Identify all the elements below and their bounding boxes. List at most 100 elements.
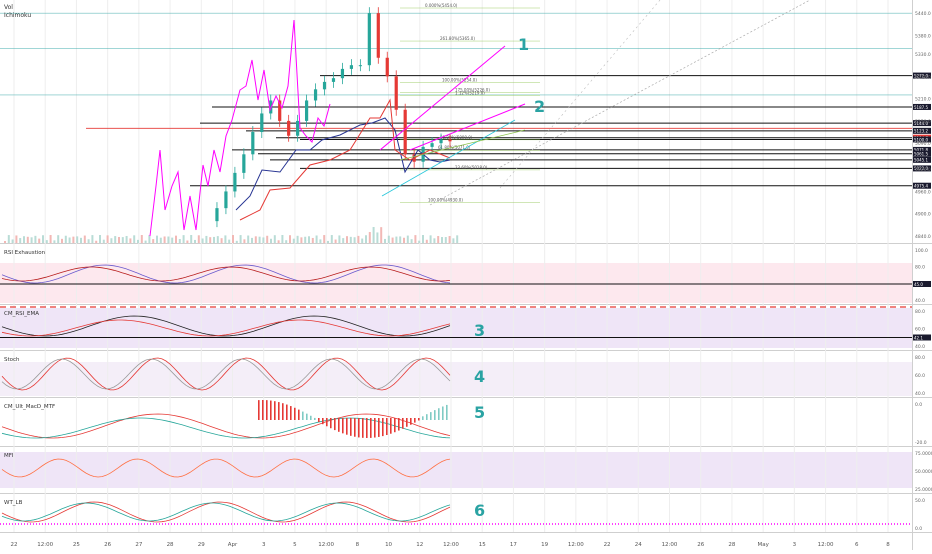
volume-bar xyxy=(391,237,394,243)
volume-bar xyxy=(410,239,413,243)
volume-bar xyxy=(376,232,379,243)
price-level-tag xyxy=(913,72,931,79)
volume-bar xyxy=(353,237,356,243)
volume-bar xyxy=(433,238,436,243)
y-axis: 5440.0 5380.0 5330.0 5270.0 5210.0 5150.0 5090… xyxy=(915,11,931,240)
volume-bar xyxy=(273,235,276,243)
volume-bar xyxy=(68,237,71,243)
volume-bar xyxy=(7,235,10,243)
volume-bar xyxy=(254,236,257,243)
x-tick-label: 24 xyxy=(635,542,642,548)
macd-histogram-bar xyxy=(318,418,320,423)
candle-body xyxy=(260,113,264,133)
price-level-label: 5100.0 xyxy=(914,137,928,142)
volume-bar xyxy=(422,235,424,243)
candle-body xyxy=(349,65,354,69)
pane-title: RSI Exhaustion xyxy=(4,250,46,256)
trend-projection xyxy=(499,0,661,189)
x-tick-label: 19 xyxy=(541,542,548,548)
fib-levels: 0.000%(5454.0) 261.80%(5365.0) 100.00%(525… xyxy=(400,3,540,203)
candle-body xyxy=(430,143,434,147)
macd-histogram-bar xyxy=(342,418,344,434)
macd-histogram-bar xyxy=(306,413,308,420)
volume-bar xyxy=(334,239,337,243)
price-level-label: 4975.4 xyxy=(914,184,928,189)
volume-bar xyxy=(342,238,345,243)
volume-bar xyxy=(361,238,364,243)
volume-bar xyxy=(330,235,333,243)
volume-bar xyxy=(384,238,386,243)
volume-bar xyxy=(258,236,261,243)
volume-bar xyxy=(178,239,181,243)
y-tick-label: 5330.0 xyxy=(915,52,931,58)
price-level-label: 5187.5 xyxy=(914,105,928,110)
y-tick-label: 5210.0 xyxy=(915,97,931,103)
y-tick-label: 5090.0 xyxy=(915,141,931,147)
macd-histogram-bar xyxy=(446,404,448,420)
pane-last-value: 45.0 xyxy=(914,282,923,287)
y-tick-label: 4960.0 xyxy=(915,189,931,195)
x-tick-label: 27 xyxy=(135,542,142,548)
macd-histogram-bar xyxy=(290,406,292,420)
volume-bar xyxy=(83,235,86,243)
fib-label: 1.12%(5219.0) xyxy=(455,90,485,95)
volume-bar xyxy=(372,227,375,243)
pane-tick: 60.0 xyxy=(915,327,925,333)
x-tick-label: 3 xyxy=(262,542,266,548)
candle-body xyxy=(376,13,380,58)
volume-bar xyxy=(304,236,307,243)
vertical-grid xyxy=(13,0,889,532)
indicator-lines xyxy=(149,0,811,237)
volume-bar xyxy=(190,235,193,243)
volume-bar xyxy=(49,235,52,243)
y-tick-label: 5020.0 xyxy=(915,167,931,173)
volume-bar xyxy=(30,237,33,243)
macd-histogram-bar xyxy=(438,408,440,420)
macd-histogram-bar xyxy=(366,418,368,438)
candle-body xyxy=(269,100,273,114)
x-tick-label: 3 xyxy=(793,542,797,548)
pane-tick: 50.0 xyxy=(915,498,925,504)
pane-tick: 80.0 xyxy=(915,265,925,271)
candle-body xyxy=(313,89,318,101)
volume-bar xyxy=(403,237,405,243)
x-tick-label: May xyxy=(757,542,769,548)
volume-bar xyxy=(106,235,109,243)
macd-histogram-bar xyxy=(294,407,296,420)
macd-histogram-bar xyxy=(334,418,336,431)
candle-body xyxy=(331,78,336,82)
price-level-label: 5272.0 xyxy=(914,73,928,78)
y-tick-label: 4900.0 xyxy=(915,212,931,218)
volume-bar xyxy=(167,236,170,243)
macd-histogram-bar xyxy=(346,418,348,435)
price-level-tag xyxy=(913,120,931,127)
volume-bar xyxy=(448,236,451,243)
pane-tick: 50.0000 xyxy=(915,469,932,475)
volume-bar xyxy=(11,239,14,243)
price-level-label: 5123.2 xyxy=(914,129,928,134)
x-tick-label: 12:00 xyxy=(318,542,334,548)
volume-bar xyxy=(216,236,219,243)
macd-histogram-bar xyxy=(386,418,388,436)
x-tick-label: 17 xyxy=(510,542,517,548)
macd-histogram-bar xyxy=(354,418,356,437)
candle-body xyxy=(224,191,228,209)
macd-histogram-bar xyxy=(274,401,276,420)
volume-bar xyxy=(270,238,272,243)
macd-histogram-bar xyxy=(314,417,316,420)
volume-bar xyxy=(232,235,234,243)
rsi-ema-signal xyxy=(1,319,451,337)
pane-tick: 0.0 xyxy=(915,526,922,532)
y-tick-label: 5270.0 xyxy=(915,74,931,80)
x-tick-label: 28 xyxy=(167,542,174,548)
volume-bar xyxy=(228,239,231,243)
pane-tick: 80.0 xyxy=(915,309,925,315)
volume-bar xyxy=(53,240,56,243)
annotation-number: 4 xyxy=(474,367,485,386)
pane-tick: 60.0 xyxy=(915,373,925,379)
volume-bar xyxy=(42,235,44,243)
volume-bar xyxy=(159,237,162,243)
volume-bar xyxy=(247,235,250,243)
